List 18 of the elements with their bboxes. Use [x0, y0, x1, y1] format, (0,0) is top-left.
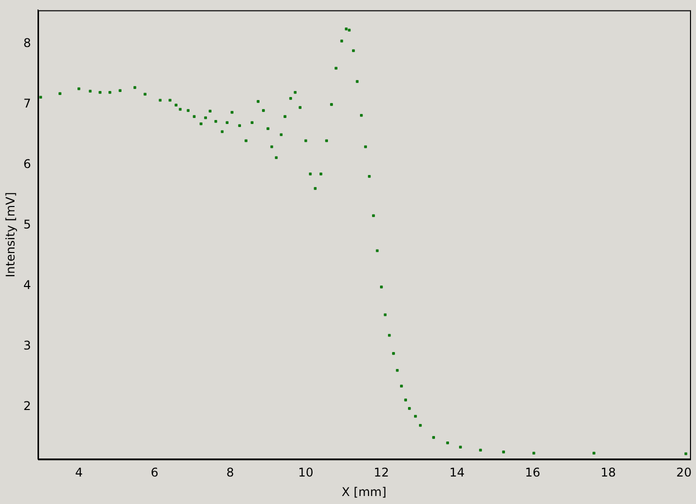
y-tick-label: 7: [23, 96, 32, 111]
y-tick-label: 3: [23, 338, 32, 352]
x-tick-label: 4: [75, 466, 83, 480]
x-tick-label: 8: [226, 466, 234, 480]
x-axis-title: X [mm]: [342, 484, 386, 499]
x-tick-label: 14: [449, 466, 465, 480]
y-tick-label: 6: [23, 157, 32, 172]
y-tick-label: 4: [23, 278, 32, 292]
y-tick-label: 5: [23, 217, 32, 232]
y-tick-label: 2: [23, 398, 32, 413]
x-tick-label: 20: [676, 466, 692, 480]
x-tick-label: 10: [298, 466, 314, 480]
x-tick-label: 16: [525, 466, 540, 480]
y-tick-label: 8: [23, 36, 32, 50]
x-tick-label: 12: [374, 466, 390, 480]
x-tick-label: 18: [600, 466, 616, 480]
x-tick-label: 6: [150, 466, 158, 480]
y-axis-title: Intensity [mV]: [3, 192, 18, 278]
